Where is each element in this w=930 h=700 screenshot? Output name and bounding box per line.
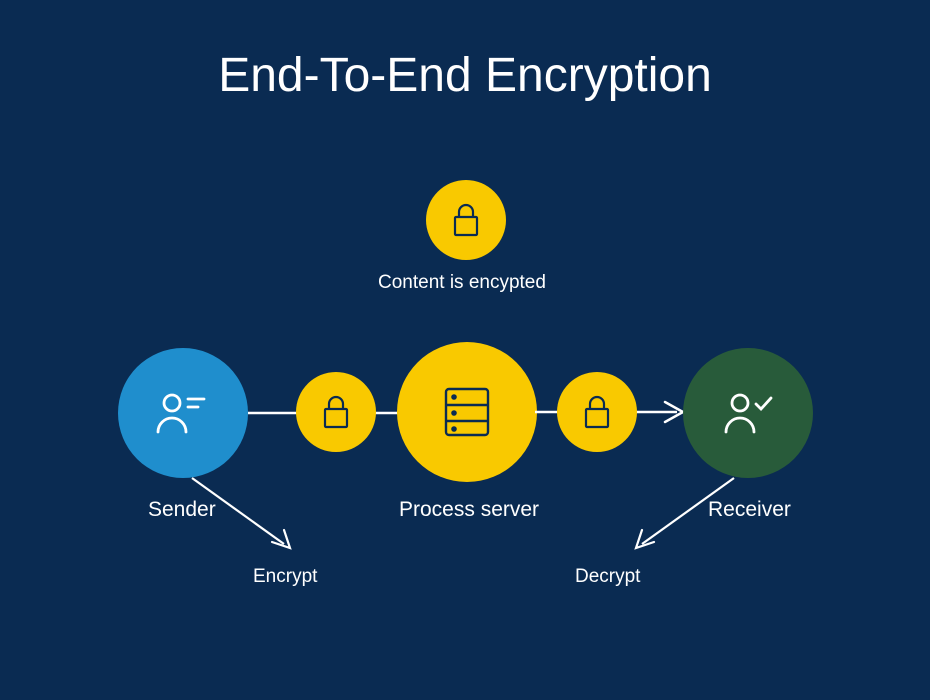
lock-icon [582, 394, 612, 430]
lock-icon [321, 394, 351, 430]
receiver-node [683, 348, 813, 478]
lock-top-node [426, 180, 506, 260]
server-label: Process server [399, 498, 539, 522]
lock-right-node [557, 372, 637, 452]
user-check-icon [722, 390, 774, 436]
server-icon [443, 386, 491, 438]
decrypt-label: Decrypt [575, 566, 640, 588]
sender-node [118, 348, 248, 478]
arrow-decrypt [620, 472, 740, 562]
page-title: End-To-End Encryption [218, 48, 712, 103]
server-node [397, 342, 537, 482]
lock-top-label: Content is encypted [378, 272, 546, 294]
lock-icon [451, 202, 481, 238]
arrow-encrypt [188, 472, 308, 562]
encrypt-label: Encrypt [253, 566, 317, 588]
lock-left-node [296, 372, 376, 452]
user-list-icon [156, 390, 210, 436]
